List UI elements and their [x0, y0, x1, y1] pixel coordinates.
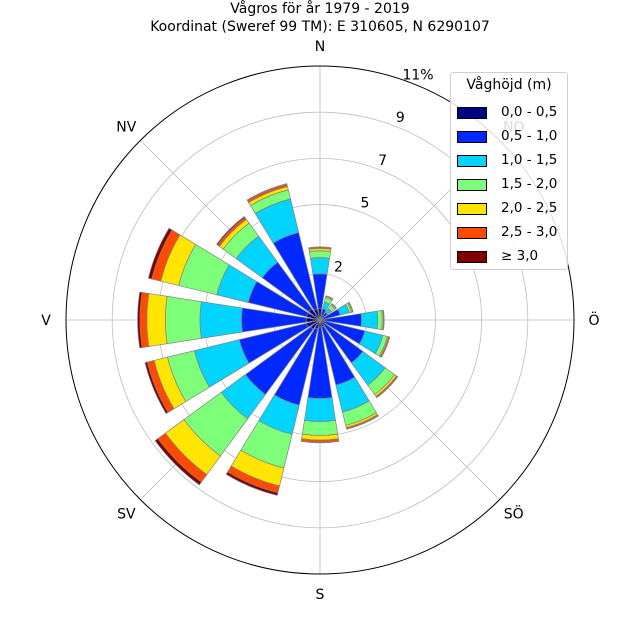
- legend-swatch: [457, 131, 487, 143]
- wedge-segment: [346, 415, 379, 430]
- wedge-segment: [216, 216, 246, 246]
- legend-item: 1,0 - 1,5: [457, 151, 565, 171]
- wedge-segment: [331, 303, 337, 309]
- legend-label: ≥ 3,0: [501, 248, 539, 264]
- direction-label: SÖ: [504, 505, 524, 523]
- legend-item: 2,0 - 2,5: [457, 199, 565, 219]
- radial-tick-label: 2: [334, 260, 343, 276]
- wedge-segment: [146, 293, 168, 347]
- wedge-segment: [376, 310, 383, 330]
- wedge-segment: [376, 376, 399, 399]
- wedge-segment: [144, 361, 169, 415]
- wedge-segment: [360, 310, 379, 330]
- wedge-segment: [300, 440, 340, 444]
- legend-swatch: [457, 203, 487, 215]
- legend-label: 2,5 - 3,0: [501, 224, 558, 240]
- radial-tick-label: 7: [378, 153, 387, 169]
- wedge-segment: [380, 336, 391, 358]
- legend-swatch: [457, 155, 487, 167]
- legend-title: Våghöjd (m): [466, 77, 552, 93]
- legend-swatch: [457, 227, 487, 239]
- legend-swatch: [457, 179, 487, 191]
- radial-tick-label: 5: [360, 196, 369, 212]
- legend-swatch: [457, 107, 487, 119]
- legend-item: 0,0 - 0,5: [457, 103, 565, 123]
- wedge-segment: [309, 250, 331, 259]
- legend-item: 2,5 - 3,0: [457, 223, 565, 243]
- wedge-segment: [310, 257, 330, 275]
- direction-label: NV: [116, 119, 136, 135]
- wedge-segment: [348, 301, 354, 313]
- wedge-segment: [246, 183, 288, 202]
- direction-label: Ö: [588, 311, 599, 329]
- wedge-segment: [147, 227, 173, 280]
- legend-item: 1,5 - 2,0: [457, 175, 565, 195]
- legend-swatch: [457, 251, 487, 263]
- wedge-segment: [308, 246, 332, 249]
- legend-label: 0,5 - 1,0: [501, 128, 558, 144]
- wedge-segment: [225, 471, 279, 496]
- direction-label: N: [315, 39, 325, 55]
- legend-item: 0,5 - 1,0: [457, 127, 565, 147]
- legend: Våghöjd (m) 0,0 - 0,5 0,5 - 1,0 1,0 - 1,…: [450, 72, 568, 270]
- wedge-segment: [304, 397, 336, 422]
- legend-label: 2,0 - 2,5: [501, 200, 558, 216]
- chart-title: Vågros för år 1979 - 2019: [230, 1, 410, 17]
- legend-label: 1,0 - 1,5: [501, 152, 558, 168]
- legend-label: 0,0 - 0,5: [501, 104, 558, 120]
- wedge-segment: [165, 295, 202, 345]
- wedge-segment: [382, 309, 385, 331]
- polar-frame: [65, 65, 575, 575]
- direction-label: SV: [117, 507, 136, 523]
- wedge-segment: [199, 301, 243, 339]
- direction-label: V: [41, 313, 51, 329]
- direction-label: S: [316, 587, 325, 603]
- radial-tick-label: 9: [396, 110, 405, 126]
- wedge-segment: [154, 438, 202, 486]
- legend-label: 1,5 - 2,0: [501, 176, 558, 192]
- wedge-segment: [301, 420, 339, 436]
- wedge-segment: [325, 295, 334, 300]
- legend-item: ≥ 3,0: [457, 247, 565, 267]
- chart-subtitle: Koordinat (Sweref 99 TM): E 310605, N 62…: [150, 19, 490, 35]
- radial-tick-label: 11%: [402, 68, 433, 84]
- wedge-segment: [137, 291, 143, 349]
